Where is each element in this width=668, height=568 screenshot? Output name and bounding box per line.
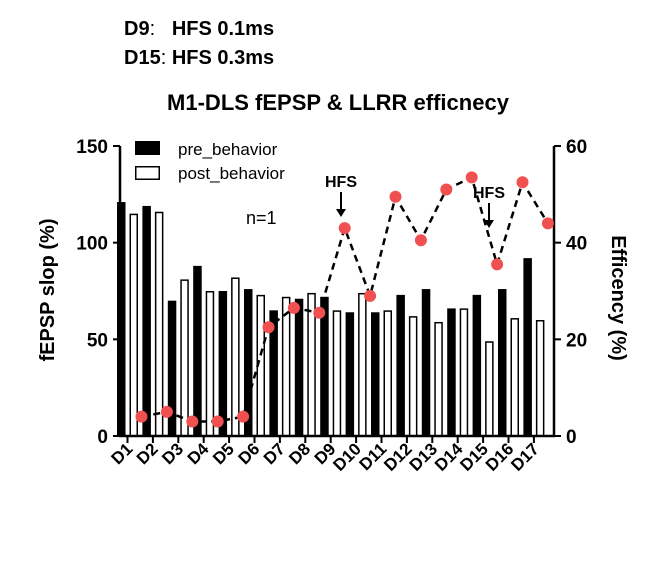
protocol-day-label: D15: [124, 47, 161, 69]
efficiency-point: [491, 258, 504, 271]
bar-post-behavior: [383, 310, 392, 437]
bar-pre-behavior: [294, 298, 304, 436]
bar-post-behavior: [358, 292, 367, 437]
hfs-arrow-head: [336, 209, 346, 217]
protocol-value: HFS 0.3ms: [171, 47, 275, 69]
bar-pre-behavior: [345, 312, 355, 436]
efficiency-point: [287, 301, 300, 314]
bar-pre-behavior: [523, 258, 532, 436]
efficiency-point: [389, 190, 402, 203]
y2-tick-label: 60: [566, 137, 587, 158]
bar-post-behavior: [231, 277, 240, 437]
efficiency-point: [211, 415, 224, 428]
efficiency-point: [338, 222, 351, 235]
y2-tick-label: 20: [566, 330, 587, 351]
hfs-arrow-head: [484, 220, 494, 228]
efficiency-point: [262, 321, 275, 334]
y-axis-label: fEPSP slop (%): [37, 219, 59, 362]
bar-pre-behavior: [371, 312, 380, 436]
bar-pre-behavior: [320, 296, 329, 436]
efficiency-point: [160, 405, 173, 418]
x-tick-label: D2: [133, 439, 162, 468]
sample-size-annotation: n=1: [246, 208, 277, 228]
x-tick-label: D5: [209, 439, 238, 468]
y-tick-label: 150: [76, 137, 108, 158]
bar-post-behavior: [459, 308, 469, 437]
hfs-annotation-label: HFS: [473, 185, 505, 202]
efficiency-point: [313, 306, 326, 319]
x-tick-label: D4: [184, 439, 213, 468]
y-tick-label: 50: [87, 330, 108, 351]
bar-pre-behavior: [421, 289, 431, 436]
efficiency-point: [364, 289, 377, 302]
bar-post-behavior: [485, 341, 494, 437]
bar-pre-behavior: [218, 291, 228, 436]
efficiency-point: [541, 217, 554, 230]
bar-post-behavior: [434, 321, 443, 437]
bar-post-behavior: [154, 211, 164, 437]
x-tick-label: D6: [235, 439, 264, 468]
y-tick-label: 100: [76, 234, 108, 255]
y2-tick-label: 40: [566, 234, 587, 255]
bar-post-behavior: [332, 310, 342, 437]
x-tick-label: D1: [108, 439, 137, 468]
efficiency-point: [516, 176, 529, 189]
y2-axis-label: Efficency (%): [607, 235, 629, 361]
protocol-separator: :: [149, 18, 156, 40]
efficiency-point: [135, 410, 148, 423]
bar-pre-behavior: [498, 289, 507, 436]
protocol-value: HFS 0.1ms: [171, 18, 275, 40]
bar-post-behavior: [205, 291, 215, 437]
hfs-annotation-label: HFS: [325, 174, 357, 191]
y2-tick-label: 0: [566, 427, 577, 448]
bar-post-behavior: [129, 213, 138, 437]
bar-post-behavior: [510, 318, 519, 437]
protocol-note-d9: D9: HFS 0.1ms: [124, 17, 274, 41]
x-tick-label: D17: [507, 439, 542, 474]
bar-post-behavior: [535, 320, 545, 437]
bar-pre-behavior: [193, 265, 202, 436]
efficiency-point: [186, 415, 199, 428]
legend-label-post-behavior: post_behavior: [178, 164, 285, 183]
legend-label-pre-behavior: pre_behavior: [178, 140, 278, 159]
x-tick-label: D8: [285, 439, 314, 468]
legend-swatch-pre-behavior: [135, 141, 160, 155]
bar-pre-behavior: [167, 300, 177, 436]
legend-swatch-post-behavior: [135, 166, 160, 180]
bar-pre-behavior: [472, 294, 482, 436]
efficiency-point: [414, 234, 427, 247]
plot-area: 0501001500204060D1D2D3D4D5D6D7D8D9D10D11…: [76, 137, 587, 475]
bar-pre-behavior: [396, 294, 405, 436]
bar-pre-behavior: [447, 308, 456, 436]
bar-pre-behavior: [142, 205, 151, 436]
bar-post-behavior: [281, 296, 291, 437]
protocol-separator: :: [160, 47, 167, 69]
bar-post-behavior: [180, 279, 189, 437]
chart-title: M1-DLS fEPSP & LLRR efficnecy: [167, 90, 510, 115]
x-tick-label: D7: [260, 439, 289, 468]
bar-pre-behavior: [269, 310, 278, 436]
bar-pre-behavior: [244, 289, 253, 436]
protocol-note-d15: D15: HFS 0.3ms: [124, 46, 274, 70]
protocol-day-label: D9: [124, 18, 150, 40]
x-tick-label: D3: [158, 439, 187, 468]
efficiency-point: [440, 183, 453, 196]
y-tick-label: 0: [97, 427, 108, 448]
efficiency-point: [237, 410, 250, 423]
efficiency-point: [465, 171, 478, 184]
bar-post-behavior: [408, 316, 418, 437]
